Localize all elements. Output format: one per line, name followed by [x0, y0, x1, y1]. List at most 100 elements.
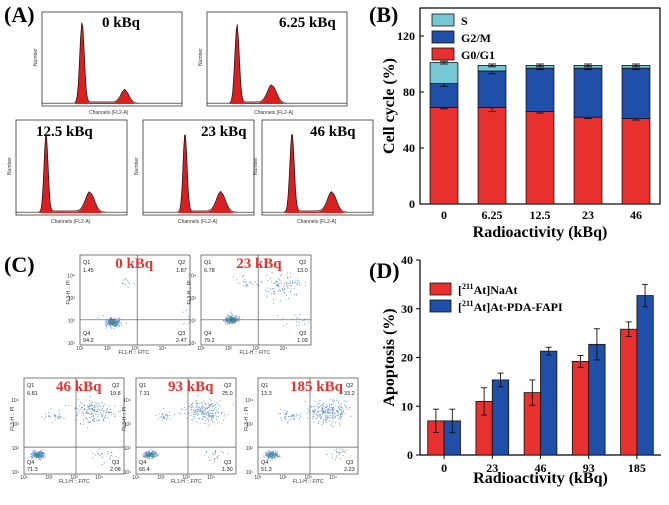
scatter-event-dot: [232, 320, 234, 323]
scatter-event-dot: [345, 401, 348, 403]
scatter-x-tick: 10⁴: [159, 346, 167, 352]
scatter-event-dot: [275, 284, 277, 287]
scatter-event-dot: [268, 455, 271, 457]
scatter-x-tick: 10⁴: [95, 475, 103, 481]
scatter-event-dot: [326, 417, 328, 419]
scatter-event-dot: [92, 452, 94, 455]
histogram-y-label: Number: [7, 157, 13, 175]
histogram-0kbq: 0 kBq Channels (FL2-A) Number: [33, 11, 183, 116]
scatter-event-dot: [121, 282, 124, 284]
scatter-event-dot: [298, 282, 300, 284]
scatter-event-dot: [82, 414, 84, 416]
legend-label: S: [461, 14, 468, 28]
scatter-event-dot: [195, 411, 197, 414]
scatter-event-dot: [290, 291, 292, 293]
scatter-y-tick: 10²: [12, 446, 20, 452]
scatter-event-dot: [339, 424, 341, 426]
scatter-event-dot: [167, 414, 169, 416]
scatter-event-dot: [165, 418, 168, 420]
scatter-event-dot: [336, 448, 338, 450]
scatter-event-dot: [323, 408, 325, 410]
y-axis-label: Cell cycle (%): [381, 58, 398, 154]
legend-label: [211At]NaAt: [458, 282, 518, 297]
scatter-event-dot: [294, 293, 296, 295]
scatter-event-dot: [104, 403, 106, 405]
scatter-event-dot: [214, 403, 217, 406]
scatter-event-dot: [204, 408, 207, 410]
scatter-event-dot: [204, 454, 206, 456]
y-tick-label: 0: [407, 448, 413, 462]
scatter-event-dot: [313, 406, 315, 408]
scatter-event-dot: [284, 416, 286, 418]
scatter-y-tick: 10³: [68, 296, 76, 302]
scatter-event-dot: [322, 418, 325, 420]
scatter-y-tick: 10⁴: [188, 274, 196, 280]
scatter-event-dot: [227, 322, 229, 324]
scatter-event-dot: [336, 399, 338, 401]
scatter-event-dot: [40, 457, 42, 459]
scatter-event-dot: [40, 454, 42, 456]
scatter-event-dot: [173, 414, 176, 416]
scatter-event-dot: [270, 455, 272, 457]
scatter-event-dot: [40, 453, 42, 455]
scatter-y-tick: 10²: [68, 319, 76, 325]
quadrant-q3: Q3: [299, 331, 306, 337]
scatter-event-dot: [300, 412, 302, 414]
scatter-event-dot: [345, 405, 347, 407]
scatter-event-dot: [293, 288, 295, 290]
scatter-event-dot: [104, 462, 106, 464]
scatter-event-dot: [206, 412, 208, 414]
histogram-6.25kbq: 6.25 kBq Channels (FL2-A) Number: [198, 11, 348, 116]
scatter-event-dot: [268, 450, 270, 452]
scatter-event-dot: [103, 420, 105, 422]
scatter-title: 185 kBq: [290, 379, 344, 395]
scatter-event-dot: [196, 401, 198, 403]
scatter-event-dot: [335, 409, 337, 411]
histogram-x-label: Channels (FL2-A): [51, 219, 91, 225]
scatter-event-dot: [205, 409, 207, 411]
scatter-event-dot: [168, 411, 170, 413]
scatter-event-dot: [325, 406, 327, 408]
scatter-event-dot: [293, 417, 295, 419]
scatter-event-dot: [204, 412, 206, 414]
scatter-event-dot: [225, 317, 227, 319]
scatter-event-dot: [97, 317, 99, 319]
scatter-event-dot: [111, 455, 113, 457]
scatter-event-dot: [102, 407, 104, 409]
scatter-event-dot: [205, 416, 207, 418]
scatter-event-dot: [205, 414, 207, 416]
scatter-event-dot: [203, 406, 205, 408]
scatter-event-dot: [202, 408, 204, 410]
scatter-event-dot: [304, 285, 306, 287]
scatter-event-dot: [266, 451, 268, 453]
scatter-event-dot: [180, 407, 182, 409]
x-tick-label: 46: [535, 461, 547, 475]
scatter-event-dot: [332, 412, 334, 415]
quadrant-q3: Q3: [178, 331, 185, 337]
scatter-event-dot: [276, 452, 278, 454]
scatter-event-dot: [289, 272, 291, 274]
scatter-event-dot: [86, 412, 89, 414]
scatter-event-dot: [112, 320, 114, 322]
scatter-event-dot: [59, 416, 61, 418]
scatter-y-tick: 10²: [189, 319, 197, 325]
scatter-x-tick: 10³: [304, 475, 312, 481]
bar-g2-m: [525, 67, 555, 112]
scatter-event-dot: [195, 409, 197, 411]
scatter-event-dot: [307, 322, 309, 324]
scatter-event-dot: [222, 452, 224, 454]
quadrant-q1: Q1: [261, 383, 268, 389]
scatter-event-dot: [98, 404, 100, 406]
scatter-event-dot: [203, 409, 206, 411]
scatter-event-dot: [288, 282, 290, 284]
scatter-event-dot: [190, 404, 192, 406]
scatter-event-dot: [287, 422, 289, 424]
scatter-title: 46 kBq: [56, 379, 102, 395]
scatter-event-dot: [339, 414, 341, 416]
scatter-event-dot: [267, 457, 269, 460]
scatter-event-dot: [127, 280, 129, 282]
scatter-event-dot: [160, 416, 162, 418]
scatter-event-dot: [211, 416, 213, 419]
scatter-event-dot: [84, 399, 86, 401]
